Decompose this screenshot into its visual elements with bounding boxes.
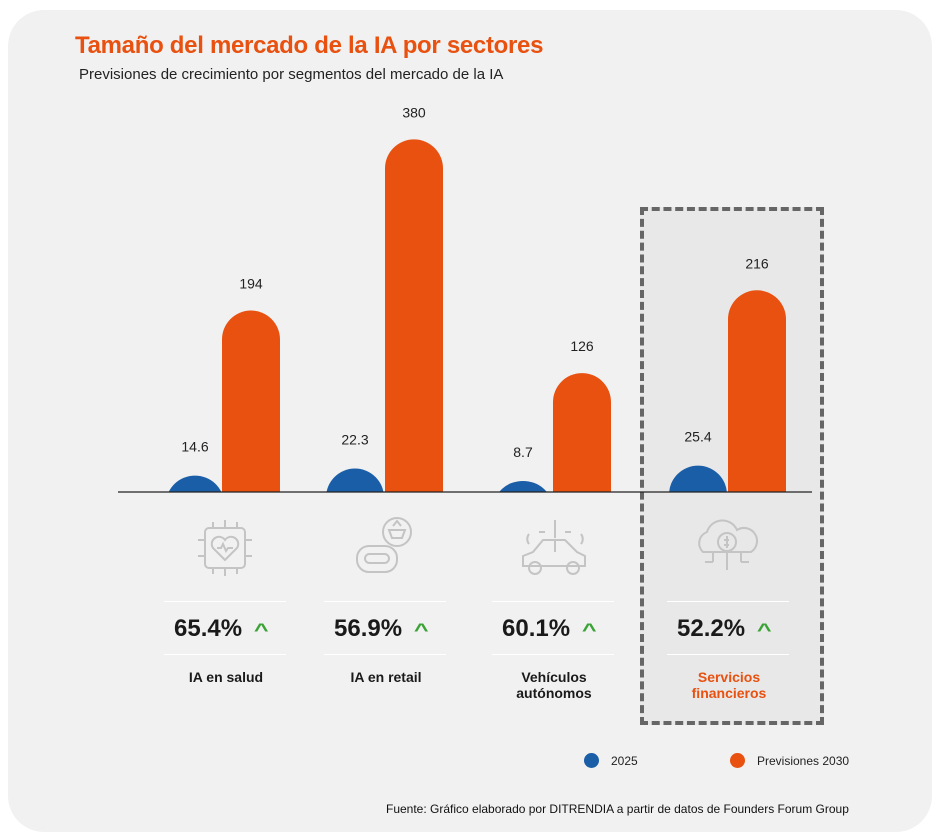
category-label-line: Servicios	[697, 669, 761, 685]
legend-2025: 2025	[584, 753, 638, 768]
category-label: IA en retail	[316, 669, 456, 685]
value-label: 126	[570, 338, 594, 354]
category-label-line: financieros	[691, 685, 767, 701]
chevron-up-icon: ^	[756, 620, 772, 640]
bar-2030	[553, 373, 611, 492]
growth-value: 56.9%	[334, 615, 403, 642]
category-label: Servicios financieros	[659, 669, 799, 701]
growth-rate: 65.4% ^	[174, 615, 296, 643]
divider	[667, 654, 789, 655]
category-label: Vehículos autónomos	[484, 669, 624, 701]
value-label: 22.3	[341, 431, 368, 447]
chevron-up-icon: ^	[253, 620, 269, 640]
legend-label: 2025	[611, 753, 638, 768]
divider	[164, 601, 286, 602]
chevron-up-icon: ^	[413, 620, 429, 640]
growth-rate: 56.9% ^	[334, 615, 456, 643]
bar-2030	[385, 139, 443, 492]
chip-heart-icon	[198, 520, 252, 576]
growth-rate: 52.2% ^	[677, 615, 799, 643]
category-label-line: Vehículos	[521, 669, 587, 685]
chart-title: Tamaño del mercado de la IA por sectores	[75, 32, 544, 59]
value-label: 194	[239, 276, 263, 292]
growth-rate: 60.1% ^	[502, 615, 624, 643]
divider	[667, 601, 789, 602]
chevron-up-icon: ^	[581, 620, 597, 640]
category-label: IA en salud	[156, 669, 296, 685]
category-label-line: IA en retail	[350, 669, 422, 685]
legend-dot-2025	[584, 753, 599, 768]
category-label-line: autónomos	[516, 685, 592, 701]
divider	[164, 654, 286, 655]
cloud-money-icon	[698, 519, 758, 570]
source-note: Fuente: Gráfico elaborado por DITRENDIA …	[386, 802, 849, 816]
bar-2025	[326, 468, 384, 492]
connected-car-icon	[522, 520, 586, 575]
legend-label: Previsiones 2030	[757, 753, 850, 768]
category-label-line: IA en salud	[188, 669, 264, 685]
bar-2025	[499, 481, 547, 492]
value-label: 25.4	[684, 429, 711, 445]
divider	[492, 601, 614, 602]
legend-dot-2030	[730, 753, 745, 768]
legend-2030: Previsiones 2030	[730, 753, 849, 768]
bar-2025	[168, 475, 222, 492]
bar-2030	[728, 290, 786, 492]
value-label: 380	[402, 104, 426, 120]
divider	[324, 654, 446, 655]
growth-value: 60.1%	[502, 615, 571, 642]
value-label: 8.7	[513, 444, 533, 460]
bar-2025	[669, 465, 727, 492]
divider	[492, 654, 614, 655]
chart-subtitle: Previsiones de crecimiento por segmentos…	[79, 66, 504, 83]
value-label: 14.6	[181, 439, 208, 455]
divider	[324, 601, 446, 602]
bar-2030	[222, 310, 280, 492]
value-label: 216	[745, 255, 769, 271]
growth-value: 65.4%	[174, 615, 243, 642]
growth-value: 52.2%	[677, 615, 746, 642]
robot-basket-icon	[356, 517, 412, 573]
